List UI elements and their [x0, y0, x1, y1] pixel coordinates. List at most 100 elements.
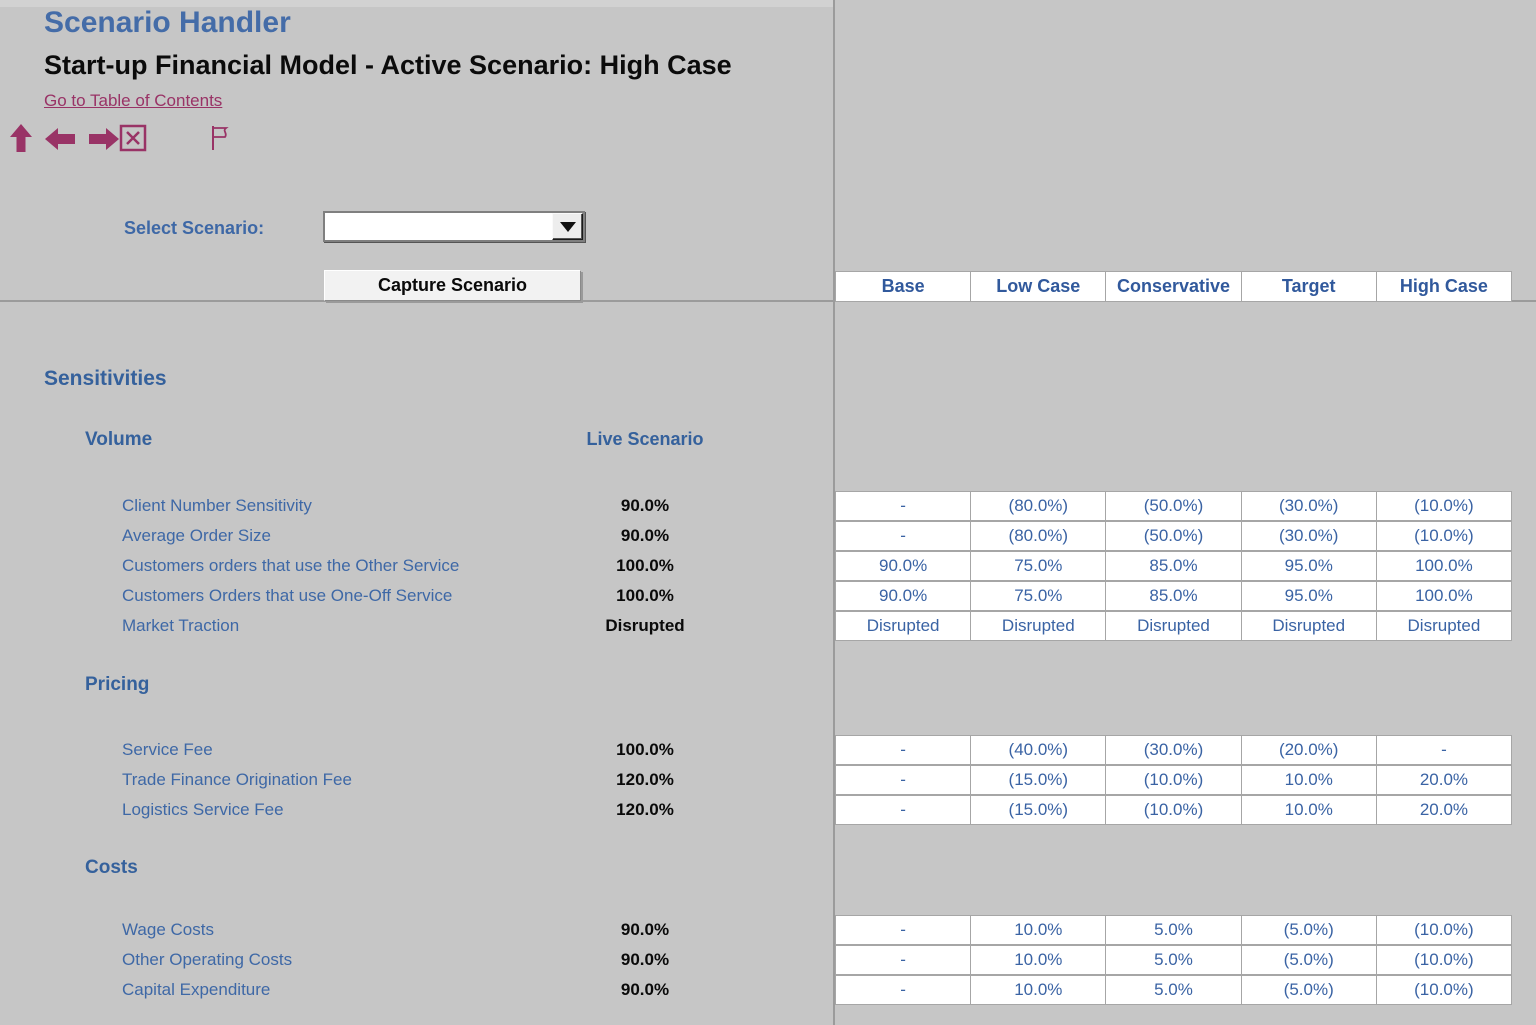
live-value: 100.0%	[616, 556, 674, 575]
scenario-cell[interactable]: 95.0%	[1240, 581, 1377, 611]
scenario-cell[interactable]: -	[835, 735, 972, 765]
row-label: Market Traction	[122, 616, 240, 635]
scenario-cell[interactable]: 75.0%	[970, 551, 1107, 581]
scenario-cell[interactable]: (10.0%)	[1375, 915, 1513, 945]
select-scenario-label: Select Scenario:	[124, 218, 265, 238]
scenario-cell[interactable]: (10.0%)	[1105, 765, 1242, 795]
pane-divider-vertical	[833, 0, 835, 1025]
live-value: 120.0%	[616, 770, 674, 789]
left-arrow-icon[interactable]	[44, 127, 76, 156]
scenario-cell[interactable]: (30.0%)	[1240, 521, 1377, 551]
scenario-cell[interactable]: (15.0%)	[970, 795, 1107, 825]
flag-icon[interactable]	[208, 124, 230, 157]
scenario-cell[interactable]: (80.0%)	[970, 521, 1107, 551]
live-value: 90.0%	[620, 496, 670, 515]
scenario-cell[interactable]: (5.0%)	[1240, 945, 1377, 975]
scenario-cell[interactable]: Disrupted	[970, 611, 1107, 641]
table-row: 90.0% 75.0% 85.0% 95.0% 100.0%	[835, 551, 1513, 581]
capture-scenario-button[interactable]: Capture Scenario	[324, 270, 581, 301]
scenario-cell[interactable]: 90.0%	[835, 551, 972, 581]
scenario-cell[interactable]: (5.0%)	[1240, 975, 1377, 1005]
column-header-conservative: Conservative	[1105, 271, 1242, 302]
table-row: - 10.0% 5.0% (5.0%) (10.0%)	[835, 975, 1513, 1005]
scenario-cell[interactable]: 75.0%	[970, 581, 1107, 611]
scenario-cell[interactable]: -	[835, 765, 972, 795]
row-label: Service Fee	[122, 740, 213, 759]
scenario-cell[interactable]: Disrupted	[1375, 611, 1513, 641]
scenario-cell[interactable]: (10.0%)	[1375, 491, 1513, 521]
dropdown-button[interactable]	[552, 213, 583, 240]
scenario-cell[interactable]: Disrupted	[1240, 611, 1377, 641]
row-label: Client Number Sensitivity	[122, 496, 312, 515]
scenario-cell[interactable]: -	[835, 915, 972, 945]
scenario-cell[interactable]: 100.0%	[1375, 551, 1513, 581]
scenario-cell[interactable]: (15.0%)	[970, 765, 1107, 795]
live-value: 90.0%	[620, 920, 670, 939]
scenario-cell[interactable]: (50.0%)	[1105, 521, 1242, 551]
live-value: Disrupted	[605, 616, 685, 635]
live-value: 90.0%	[620, 950, 670, 969]
scenario-cell[interactable]: 85.0%	[1105, 551, 1242, 581]
table-row: - (40.0%) (30.0%) (20.0%) -	[835, 735, 1513, 765]
scenario-cell[interactable]: 10.0%	[1240, 795, 1377, 825]
close-x-box-icon[interactable]	[119, 124, 147, 157]
scenario-cell[interactable]: -	[835, 521, 972, 551]
volume-heading: Volume	[85, 429, 153, 450]
chevron-down-icon	[559, 221, 576, 232]
pricing-heading: Pricing	[85, 674, 150, 695]
table-row: - 10.0% 5.0% (5.0%) (10.0%)	[835, 915, 1513, 945]
scenario-cell[interactable]: (30.0%)	[1240, 491, 1377, 521]
pane-divider-horizontal	[0, 300, 1536, 302]
scenario-cell[interactable]: 5.0%	[1105, 945, 1242, 975]
scenario-cell[interactable]: (10.0%)	[1105, 795, 1242, 825]
scenario-cell[interactable]: -	[1375, 735, 1513, 765]
scenario-cell[interactable]: (10.0%)	[1375, 975, 1513, 1005]
scenario-cell[interactable]: (5.0%)	[1240, 915, 1377, 945]
top-edge-strip	[0, 0, 833, 7]
table-of-contents-link[interactable]: Go to Table of Contents	[44, 91, 223, 110]
scenario-cell[interactable]: (30.0%)	[1105, 735, 1242, 765]
row-label: Logistics Service Fee	[122, 800, 284, 819]
row-label: Wage Costs	[122, 920, 214, 939]
sensitivities-heading: Sensitivities	[44, 367, 167, 390]
scenario-cell[interactable]: 90.0%	[835, 581, 972, 611]
scenario-cell[interactable]: -	[835, 945, 972, 975]
row-label: Capital Expenditure	[122, 980, 271, 999]
scenario-cell[interactable]: -	[835, 975, 972, 1005]
row-label: Customers Orders that use One-Off Servic…	[122, 586, 453, 605]
column-header-low-case: Low Case	[970, 271, 1107, 302]
scenario-cell[interactable]: (50.0%)	[1105, 491, 1242, 521]
row-label: Average Order Size	[122, 526, 271, 545]
costs-heading: Costs	[85, 857, 138, 878]
scenario-cell[interactable]: 95.0%	[1240, 551, 1377, 581]
scenario-cell[interactable]: 5.0%	[1105, 915, 1242, 945]
right-arrow-icon[interactable]	[88, 127, 120, 156]
page-title: Scenario Handler	[44, 6, 291, 39]
scenario-cell[interactable]: (80.0%)	[970, 491, 1107, 521]
scenario-cell[interactable]: 20.0%	[1375, 765, 1513, 795]
scenario-cell[interactable]: 5.0%	[1105, 975, 1242, 1005]
scenario-cell[interactable]: -	[835, 491, 972, 521]
live-value: 90.0%	[620, 980, 670, 999]
scenario-cell[interactable]: (20.0%)	[1240, 735, 1377, 765]
scenario-cell[interactable]: (10.0%)	[1375, 945, 1513, 975]
scenario-cell[interactable]: 10.0%	[970, 975, 1107, 1005]
scenario-cell[interactable]: 10.0%	[1240, 765, 1377, 795]
scenario-cell[interactable]: (10.0%)	[1375, 521, 1513, 551]
scenario-cell[interactable]: 10.0%	[970, 945, 1107, 975]
table-row: Disrupted Disrupted Disrupted Disrupted …	[835, 611, 1513, 641]
scenario-dropdown[interactable]	[323, 211, 585, 242]
scenario-cell[interactable]: 10.0%	[970, 915, 1107, 945]
scenario-cell[interactable]: 20.0%	[1375, 795, 1513, 825]
scenario-cell[interactable]: -	[835, 795, 972, 825]
scenario-cell[interactable]: 100.0%	[1375, 581, 1513, 611]
live-value: 90.0%	[620, 526, 670, 545]
scenario-cell[interactable]: 85.0%	[1105, 581, 1242, 611]
up-arrow-icon[interactable]	[8, 123, 34, 158]
scenario-cell[interactable]: Disrupted	[835, 611, 972, 641]
scenario-cell[interactable]: (40.0%)	[970, 735, 1107, 765]
table-row: - (15.0%) (10.0%) 10.0% 20.0%	[835, 795, 1513, 825]
scenario-cell[interactable]: Disrupted	[1105, 611, 1242, 641]
row-label: Customers orders that use the Other Serv…	[122, 556, 460, 575]
